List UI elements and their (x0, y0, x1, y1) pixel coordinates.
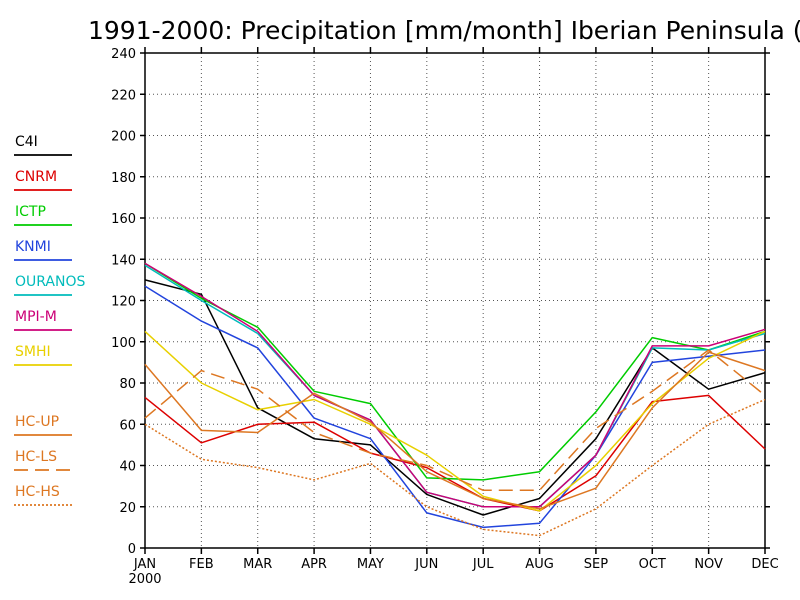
y-tick-label: 160 (111, 212, 136, 227)
y-tick-label: 60 (119, 418, 136, 433)
legend-label-hc-up: HC-UP (15, 414, 59, 430)
y-tick-label: 140 (111, 253, 136, 268)
y-tick-label: 220 (111, 88, 136, 103)
legend-label-ouranos: OURANOS (15, 274, 85, 290)
legend: C4I CNRM ICTP KNMI OURANOS MPI-M SMHI HC-UP HC-L… (14, 134, 85, 506)
grid-lines (145, 53, 765, 548)
x-tick-label-aug: AUG (525, 557, 553, 572)
x-tick-label-jun: JUN (414, 557, 438, 572)
x-tick-label-oct: OCT (639, 557, 666, 572)
x-tick-label-jan: JAN (133, 557, 156, 572)
series-line-mpi-m (144, 262, 766, 508)
x-tick-label-feb: FEB (189, 557, 214, 572)
x-tick-label-nov: NOV (694, 557, 723, 572)
x-tick-label-sep: SEP (584, 557, 608, 572)
x-tick-label-jul: JUL (472, 557, 494, 572)
x-tick-label-may: MAY (357, 557, 384, 572)
y-tick-label: 40 (119, 460, 136, 475)
y-tick-label: 180 (111, 171, 136, 186)
legend-label-hc-hs: HC-HS (15, 484, 60, 500)
y-tick-label: 0 (128, 542, 136, 557)
series-line-c4i (144, 279, 766, 516)
legend-label-ictp: ICTP (15, 204, 46, 220)
legend-label-c4i: C4I (15, 134, 38, 150)
series-line-smhi (144, 330, 766, 512)
series-line-hc-ls (144, 349, 766, 492)
legend-label-mpi-m: MPI-M (15, 309, 57, 325)
y-tick-label: 20 (119, 501, 136, 516)
legend-label-hc-ls: HC-LS (15, 449, 57, 465)
legend-label-knmi: KNMI (15, 239, 51, 255)
chart-title: 1991-2000: Precipitation [mm/month] Iber… (88, 16, 800, 45)
x-tick-label-apr: APR (301, 557, 327, 572)
series-line-knmi (144, 285, 766, 529)
series-line-cnrm (144, 394, 766, 512)
series-line-hc-up (144, 351, 766, 510)
x-tick-label-mar: MAR (243, 557, 272, 572)
series-lines (144, 262, 766, 537)
legend-label-cnrm: CNRM (15, 169, 57, 185)
y-tick-label: 240 (111, 47, 136, 62)
y-tick-label: 80 (119, 377, 136, 392)
y-axis-ticks: 0 20 40 60 80 100 120 140 160 180 200 220 240 (111, 47, 770, 557)
y-tick-label: 100 (111, 336, 136, 351)
legend-label-smhi: SMHI (15, 344, 51, 360)
series-line-hc-hs (144, 398, 766, 537)
series-line-ictp (144, 262, 766, 481)
x-year-label: 2000 (128, 572, 161, 587)
x-axis-ticks: JAN FEB MAR APR MAY JUN JUL AUG SEP OCT NOV DEC 2000 (128, 47, 779, 587)
y-tick-label: 200 (111, 130, 136, 145)
x-tick-label-dec: DEC (751, 557, 778, 572)
y-tick-label: 120 (111, 295, 136, 310)
series-line-ouranos (144, 264, 766, 508)
